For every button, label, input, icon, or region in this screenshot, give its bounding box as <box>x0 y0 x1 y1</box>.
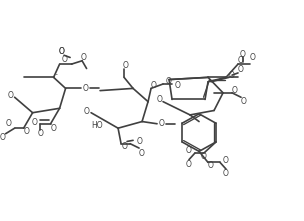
Text: O: O <box>37 129 43 138</box>
Text: O: O <box>123 61 129 70</box>
Text: ·: · <box>55 70 58 80</box>
Text: O: O <box>208 161 214 170</box>
Text: O: O <box>136 137 142 146</box>
Text: O: O <box>58 48 64 56</box>
Text: HO: HO <box>91 122 103 130</box>
Text: O: O <box>250 53 256 62</box>
Text: O: O <box>61 55 67 64</box>
Text: O: O <box>84 107 89 116</box>
Text: O: O <box>201 152 207 161</box>
Text: O: O <box>241 97 247 106</box>
Text: O: O <box>31 118 37 127</box>
Text: O: O <box>229 71 235 80</box>
Text: O: O <box>223 169 229 178</box>
Text: O: O <box>232 86 238 95</box>
Text: O: O <box>223 156 229 165</box>
Text: O: O <box>121 143 127 151</box>
Text: O: O <box>6 119 12 128</box>
Text: O: O <box>82 84 88 93</box>
Text: O: O <box>238 65 244 74</box>
Text: O: O <box>238 56 244 65</box>
Text: O: O <box>24 127 29 136</box>
Text: O: O <box>58 48 64 56</box>
Text: O: O <box>240 50 245 59</box>
Text: O: O <box>157 95 163 104</box>
Text: O: O <box>186 160 192 169</box>
Text: O: O <box>81 53 87 62</box>
Text: O: O <box>139 149 145 158</box>
Text: O: O <box>51 124 57 133</box>
Text: O: O <box>186 146 192 155</box>
Text: O: O <box>159 119 164 128</box>
Text: O: O <box>0 133 5 141</box>
Text: O: O <box>166 77 172 86</box>
Text: O: O <box>151 81 157 90</box>
Text: O: O <box>7 91 13 99</box>
Text: O: O <box>175 81 181 90</box>
